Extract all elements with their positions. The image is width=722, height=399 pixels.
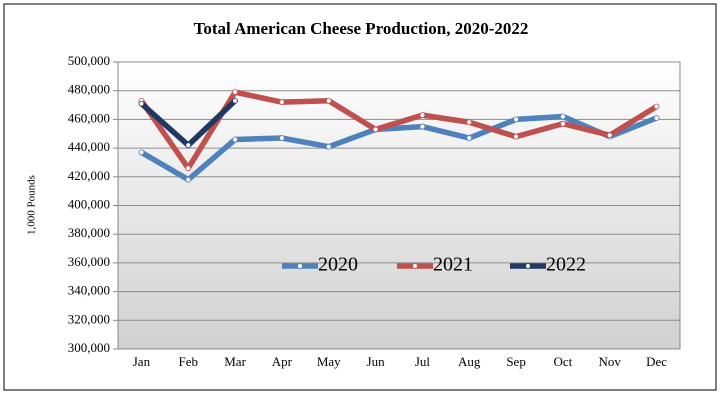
point-marker [185, 142, 192, 149]
x-tick-label: Feb [179, 354, 199, 369]
x-tick-label: May [317, 354, 341, 369]
point-marker [560, 113, 566, 120]
y-tick-label: 440,000 [68, 139, 110, 154]
legend-label: 2021 [433, 254, 473, 276]
y-tick-label: 400,000 [68, 196, 110, 211]
y-tick-label: 340,000 [68, 283, 110, 298]
x-tick-label: Jan [133, 354, 151, 369]
point-marker [653, 103, 660, 110]
y-tick-label: 500,000 [68, 53, 110, 68]
x-tick-label: Sep [506, 354, 526, 369]
point-marker [185, 176, 192, 183]
point-marker [279, 135, 285, 141]
y-tick-label: 480,000 [68, 82, 110, 97]
point-marker [372, 126, 379, 133]
y-tick-label: 380,000 [68, 225, 110, 240]
point-marker [185, 165, 192, 172]
x-tick-label: Oct [554, 354, 573, 369]
x-tick-label: Jul [415, 354, 431, 369]
point-marker [513, 133, 519, 140]
point-marker [138, 149, 145, 156]
point-marker [138, 100, 145, 107]
legend-marker [297, 263, 303, 269]
point-marker [653, 115, 660, 121]
point-marker [560, 120, 566, 127]
point-marker [419, 123, 426, 130]
x-tick-label: Apr [272, 354, 293, 369]
point-marker [232, 97, 238, 104]
point-marker [232, 136, 238, 143]
y-tick-label: 320,000 [68, 311, 110, 326]
point-marker [466, 135, 473, 141]
point-marker [325, 143, 332, 150]
legend-label: 2020 [318, 254, 358, 276]
y-tick-label: 360,000 [68, 254, 110, 269]
legend-label: 2022 [546, 254, 586, 276]
x-tick-label: Jun [367, 354, 386, 369]
point-marker [325, 97, 332, 104]
y-axis-label: 1,000 Pounds [26, 175, 38, 235]
x-tick-label: Dec [646, 354, 667, 369]
x-tick-label: Mar [224, 354, 246, 369]
y-tick-label: 460,000 [68, 110, 110, 125]
point-marker [419, 112, 426, 118]
chart-title: Total American Cheese Production, 2020-2… [194, 19, 529, 38]
legend-marker [412, 263, 418, 269]
x-tick-label: Nov [599, 354, 622, 369]
legend-marker [525, 263, 531, 269]
point-marker [513, 116, 519, 123]
x-tick-label: Aug [458, 354, 481, 369]
series-line [140, 113, 658, 183]
point-marker [606, 132, 613, 139]
point-marker [466, 119, 473, 126]
point-marker [279, 99, 285, 106]
y-tick-label: 420,000 [68, 168, 110, 183]
point-marker [232, 89, 238, 96]
y-tick-label: 300,000 [68, 340, 110, 355]
